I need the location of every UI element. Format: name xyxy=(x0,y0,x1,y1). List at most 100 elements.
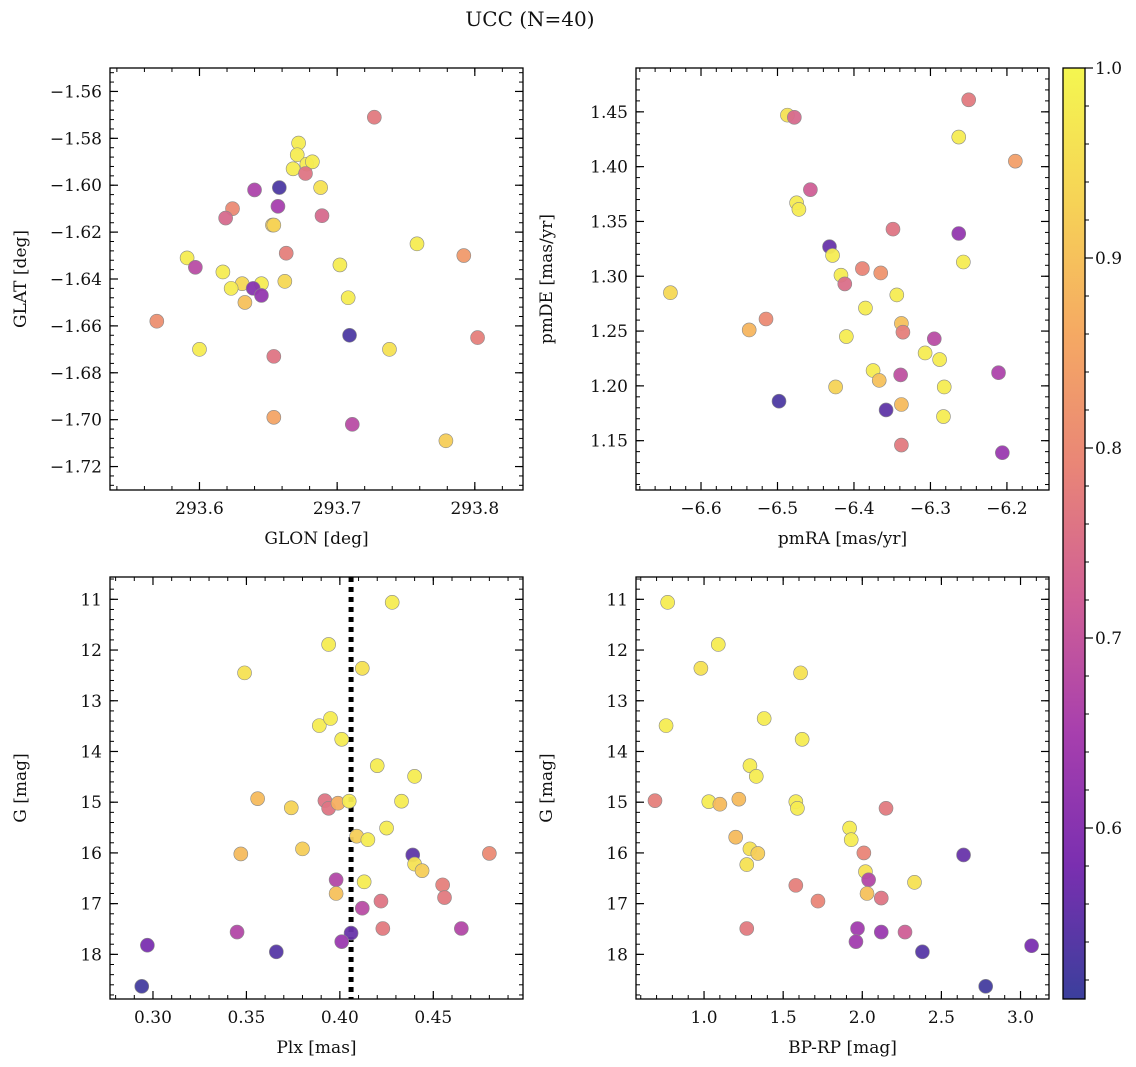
scatter-point xyxy=(871,373,887,388)
scatter-point xyxy=(873,890,889,906)
scatter-point xyxy=(229,924,245,940)
x-tick-label: 0.35 xyxy=(227,1008,265,1028)
scatter-point xyxy=(369,758,385,773)
scatter-point xyxy=(272,180,287,195)
x-tick-label: 2.0 xyxy=(849,1008,876,1028)
scatter-point xyxy=(956,847,971,863)
scatter-point xyxy=(894,437,909,453)
scatter-point xyxy=(663,285,678,301)
scatter-point xyxy=(810,893,826,909)
scatter-point xyxy=(328,886,344,901)
scatter-point xyxy=(895,324,911,340)
y-tick-label: 18 xyxy=(606,945,628,965)
scatter-point xyxy=(926,331,942,347)
scatter-point xyxy=(728,829,743,845)
scatter-point xyxy=(354,900,370,916)
scatter-point xyxy=(991,365,1006,381)
panel-pmra-pmde: −6.6 −6.5 −6.4 −6.3 −6.2 1.15 1.20 1.25 1.30 1.35… xyxy=(537,67,1050,549)
scatter-point xyxy=(332,257,348,273)
y-tick-label: 1.25 xyxy=(590,322,628,342)
scatter-point xyxy=(889,287,905,303)
scatter-point xyxy=(342,327,357,343)
scatter-point xyxy=(140,937,155,953)
scatter-point xyxy=(915,944,930,960)
scatter-point xyxy=(936,409,951,424)
scatter-point xyxy=(283,800,299,816)
scatter-point xyxy=(693,660,709,676)
y-tick-label: 12 xyxy=(80,641,102,661)
scatter-point xyxy=(855,261,870,276)
x-tick-label: 2.5 xyxy=(928,1008,955,1028)
y-tick-label: −1.68 xyxy=(50,364,102,384)
y-tick-label: −1.60 xyxy=(50,176,102,196)
scatter-point xyxy=(741,322,757,338)
scatter-point xyxy=(956,254,971,270)
y-tick-label: −1.72 xyxy=(50,458,102,478)
x-tick-label: 0.45 xyxy=(414,1008,452,1028)
scatter-point xyxy=(192,342,207,357)
scatter-point xyxy=(750,846,766,861)
scatter-point xyxy=(1024,938,1039,954)
scatter-point xyxy=(878,402,894,418)
y-tick-label: −1.64 xyxy=(50,270,102,290)
axes-frame xyxy=(109,67,524,491)
points xyxy=(663,92,1023,461)
x-axis-label: BP-RP [mag] xyxy=(788,1038,897,1058)
y-tick-label: −1.56 xyxy=(50,82,102,102)
y-axis-label: GLAT [deg] xyxy=(11,230,31,328)
colorbar-tick-label: 1.0 xyxy=(1095,59,1122,79)
x-axis-label: Plx [mas] xyxy=(276,1038,356,1058)
points xyxy=(647,595,1039,994)
x-tick-label: 0.30 xyxy=(134,1008,172,1028)
x-tick-label: 1.0 xyxy=(691,1008,718,1028)
colorbar-tick-label: 0.6 xyxy=(1095,819,1122,839)
y-tick-label: 11 xyxy=(606,590,628,610)
scatter-point xyxy=(134,979,150,994)
x-axis-label: GLON [deg] xyxy=(264,529,368,549)
scatter-point xyxy=(266,410,282,425)
scatter-point xyxy=(771,393,787,409)
scatter-point xyxy=(414,863,430,878)
x-tick-label: −6.5 xyxy=(757,499,798,519)
scatter-point xyxy=(254,288,269,303)
scatter-point xyxy=(470,330,485,345)
scatter-point xyxy=(373,893,389,909)
scatter-point xyxy=(367,109,382,125)
scatter-point xyxy=(482,846,497,861)
y-tick-label: 16 xyxy=(606,844,628,864)
scatter-point xyxy=(312,718,327,733)
x-axis-label: pmRA [mas/yr] xyxy=(778,529,907,549)
scatter-point xyxy=(794,732,810,747)
scatter-point xyxy=(266,349,282,364)
scatter-point xyxy=(354,660,370,676)
scatter-point xyxy=(932,352,947,367)
scatter-point xyxy=(321,637,336,652)
scatter-point xyxy=(289,147,305,163)
scatter-point xyxy=(384,595,400,610)
scatter-point xyxy=(843,832,859,848)
scatter-point xyxy=(305,154,320,170)
scatter-point xyxy=(295,841,310,857)
scatter-point xyxy=(731,791,747,807)
y-tick-label: 1.15 xyxy=(590,432,628,452)
scatter-point xyxy=(748,769,764,784)
scatter-point xyxy=(328,872,344,888)
scatter-point xyxy=(647,793,663,808)
y-tick-label: 12 xyxy=(606,641,628,661)
scatter-point xyxy=(407,769,422,784)
panels: 293.6 293.7 293.8 −1.56 −1.58 −1.60 −1.62 −1.64… xyxy=(11,67,1050,1058)
scatter-point xyxy=(873,924,889,940)
y-axis-label: G [mag] xyxy=(11,753,31,822)
scatter-point xyxy=(793,665,808,681)
scatter-point xyxy=(341,793,357,809)
scatter-point xyxy=(334,732,350,747)
scatter-point xyxy=(758,311,774,327)
x-tick-label: −6.4 xyxy=(833,499,874,519)
scatter-point xyxy=(215,264,231,280)
scatter-point xyxy=(861,872,876,888)
panel-bprp-g: 1.0 1.5 2.0 2.5 3.0 11 12 13 14 15 16 17 18 BP-RP [ma… xyxy=(537,576,1050,1058)
scatter-point xyxy=(878,800,894,816)
scatter-point xyxy=(343,925,359,941)
scatter-point xyxy=(266,217,282,233)
scatter-point xyxy=(237,295,253,310)
